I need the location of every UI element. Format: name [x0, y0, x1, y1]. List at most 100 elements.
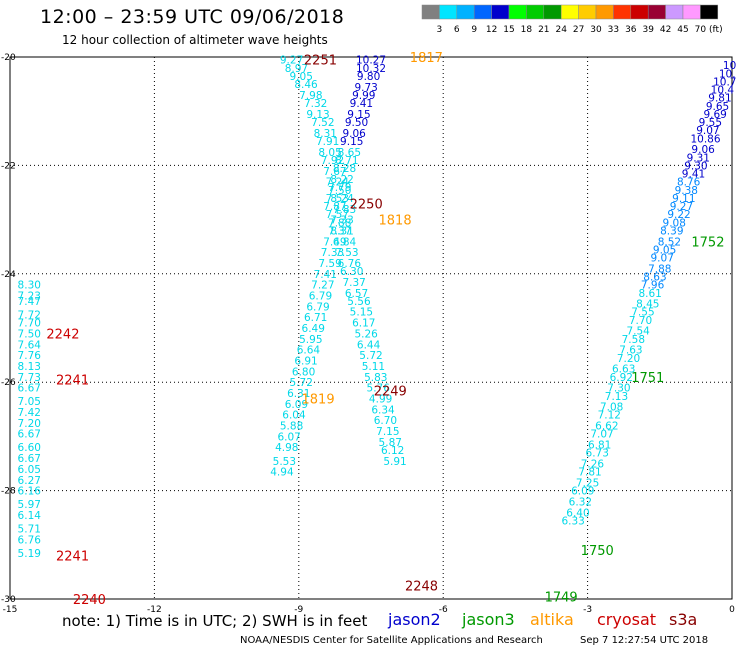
colorbar-swatch: [560, 4, 579, 20]
swh-value: 7.98: [299, 90, 322, 102]
swh-value: 9.50: [345, 117, 368, 129]
swh-value: 9.65: [706, 101, 729, 113]
x-tick-label: -12: [147, 605, 162, 615]
credit-timestamp: Sep 7 12:27:54 UTC 2018: [580, 635, 709, 646]
swh-value: 6.40: [566, 507, 589, 519]
chart-subtitle: 12 hour collection of altimeter wave hei…: [62, 33, 328, 47]
swh-value: 8.30: [18, 280, 41, 292]
swh-value: 7.15: [376, 426, 399, 438]
x-tick-label: -15: [3, 605, 18, 615]
swh-value: 7.81: [578, 467, 601, 479]
swh-value: 8.46: [294, 79, 318, 91]
swh-value: 5.53: [273, 456, 296, 468]
swh-value: 6.14: [18, 510, 42, 522]
swh-value: 8.52: [658, 236, 681, 248]
swh-value: 7.88: [648, 263, 671, 275]
swh-value: 6.63: [612, 364, 635, 376]
swh-value: 6.09: [285, 399, 308, 411]
track-label: 2251: [304, 54, 337, 69]
footnote: note: 1) Time is in UTC; 2) SWH is in fe…: [62, 612, 368, 630]
swh-value: 9.27: [670, 201, 693, 213]
legend-cryosat: cryosat: [597, 610, 657, 629]
legend-altika: altika: [530, 610, 574, 629]
colorbar-label: 24: [555, 25, 567, 35]
swh-value: 5.72: [359, 350, 382, 362]
swh-value: 5.87: [379, 437, 402, 449]
swh-value: 5.15: [350, 307, 373, 319]
swh-value: 9.99: [352, 90, 375, 102]
y-tick-label: -30: [1, 595, 16, 605]
swh-value: 6.80: [292, 366, 315, 378]
swh-value: 9.38: [675, 185, 698, 197]
colorbar-swatch: [647, 4, 666, 20]
swh-value: 6.31: [287, 388, 310, 400]
swh-value: 5.97: [18, 499, 41, 511]
swh-value: 5.91: [383, 456, 406, 468]
swh-value: 7.64: [18, 339, 42, 351]
swh-value: 8.97: [285, 63, 308, 75]
swh-value: 7.20: [617, 353, 640, 365]
swh-value: 5.19: [18, 548, 41, 560]
colorbar-label: 9: [471, 25, 477, 35]
swh-value: 6.76: [18, 534, 42, 546]
swh-value: 7.33: [330, 215, 353, 227]
colorbar-swatch: [665, 4, 684, 20]
swh-value: 10.32: [356, 63, 386, 75]
swh-value: 7.92: [321, 155, 344, 167]
swh-value: 7.27: [311, 280, 334, 292]
swh-value: 9.69: [703, 109, 726, 121]
swh-value: 9.30: [684, 160, 707, 172]
credit-source: NOAA/NESDIS Center for Satellite Applica…: [240, 635, 543, 646]
swh-value: 7.58: [622, 334, 645, 346]
swh-value: 6.60: [18, 442, 41, 454]
colorbar-swatch: [595, 4, 614, 20]
legend-jason2: jason2: [388, 610, 441, 629]
swh-value: 6.04: [282, 410, 306, 422]
colorbar-swatch: [682, 4, 701, 20]
swh-value: 8.31: [314, 128, 337, 140]
swh-value: 9.05: [290, 71, 313, 83]
swh-value: 7.26: [581, 459, 605, 471]
colorbar-label: 30: [590, 25, 602, 35]
track-label: 1749: [545, 590, 578, 605]
swh-value: 8.24: [330, 193, 354, 205]
colorbar-label: 27: [573, 25, 584, 35]
x-tick-label: 0: [729, 605, 735, 615]
swh-value: 8.31: [330, 225, 353, 237]
swh-value: 7.32: [304, 98, 327, 110]
swh-value: 6.07: [277, 431, 300, 443]
legend-jason3: jason3: [462, 610, 515, 629]
colorbar-label: 42: [660, 25, 671, 35]
swh-value: 7.88: [328, 217, 351, 229]
swh-value: 5.83: [364, 372, 387, 384]
track-label: 2241: [56, 373, 89, 388]
swh-value: 4.99: [369, 393, 392, 405]
y-tick-label: -26: [1, 378, 16, 388]
colorbar-label: 39: [642, 25, 654, 35]
swh-value: 7.59: [318, 258, 341, 270]
swh-value: 7.47: [18, 296, 41, 308]
swh-value: 6.64: [297, 345, 321, 357]
swh-value: 7.73: [18, 372, 41, 384]
colorbar-swatch: [578, 4, 597, 20]
swh-value: 9.15: [340, 136, 363, 148]
swh-value: 9.11: [672, 193, 695, 205]
colorbar-swatch: [473, 4, 492, 20]
swh-value: 6.09: [571, 486, 594, 498]
swh-value: 7.20: [18, 418, 41, 430]
swh-value: 6.92: [610, 372, 633, 384]
swh-value: 8.05: [318, 147, 341, 159]
swh-value: 8.71: [335, 155, 358, 167]
swh-value: 9.08: [663, 217, 686, 229]
track-label: 2248: [405, 579, 438, 594]
swh-value: 9.41: [682, 169, 705, 181]
swh-value: 7.54: [626, 326, 650, 338]
swh-value: 7.50: [18, 328, 41, 340]
swh-value: 7.37: [342, 277, 365, 289]
swh-value: 7.83: [333, 204, 356, 216]
track-label: 1818: [379, 214, 412, 229]
y-tick-label: -24: [1, 270, 16, 280]
swh-value: 5.95: [299, 334, 322, 346]
colorbar-swatch: [456, 4, 475, 20]
